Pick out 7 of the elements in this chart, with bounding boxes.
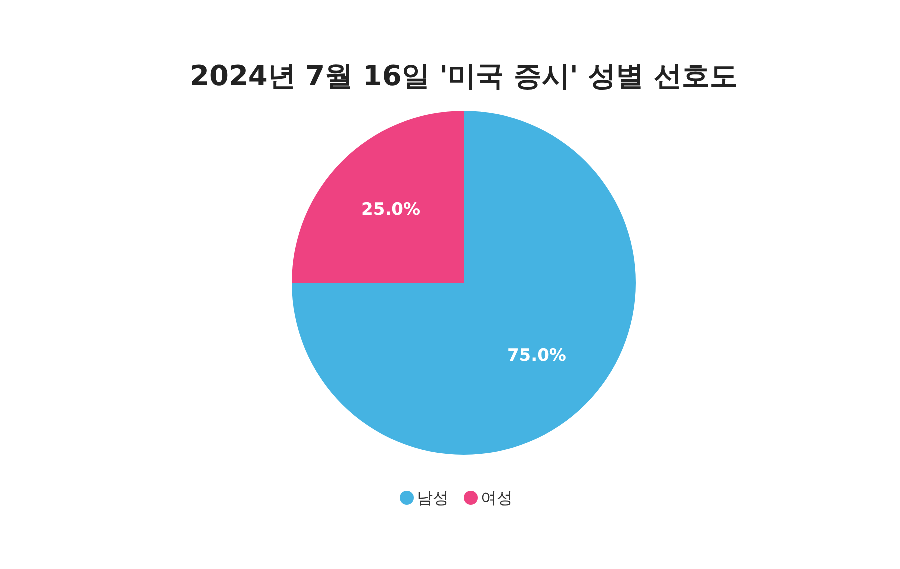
data-label: 25.0% — [362, 200, 421, 220]
pie-slice — [292, 111, 464, 283]
legend-label: 남성 — [417, 488, 449, 508]
chart-title: 2024년 7월 16일 '미국 증시' 성별 선호도 — [190, 60, 738, 92]
data-label: 75.0% — [507, 346, 566, 366]
pie-slice — [292, 111, 636, 455]
legend-label: 여성 — [481, 488, 513, 508]
